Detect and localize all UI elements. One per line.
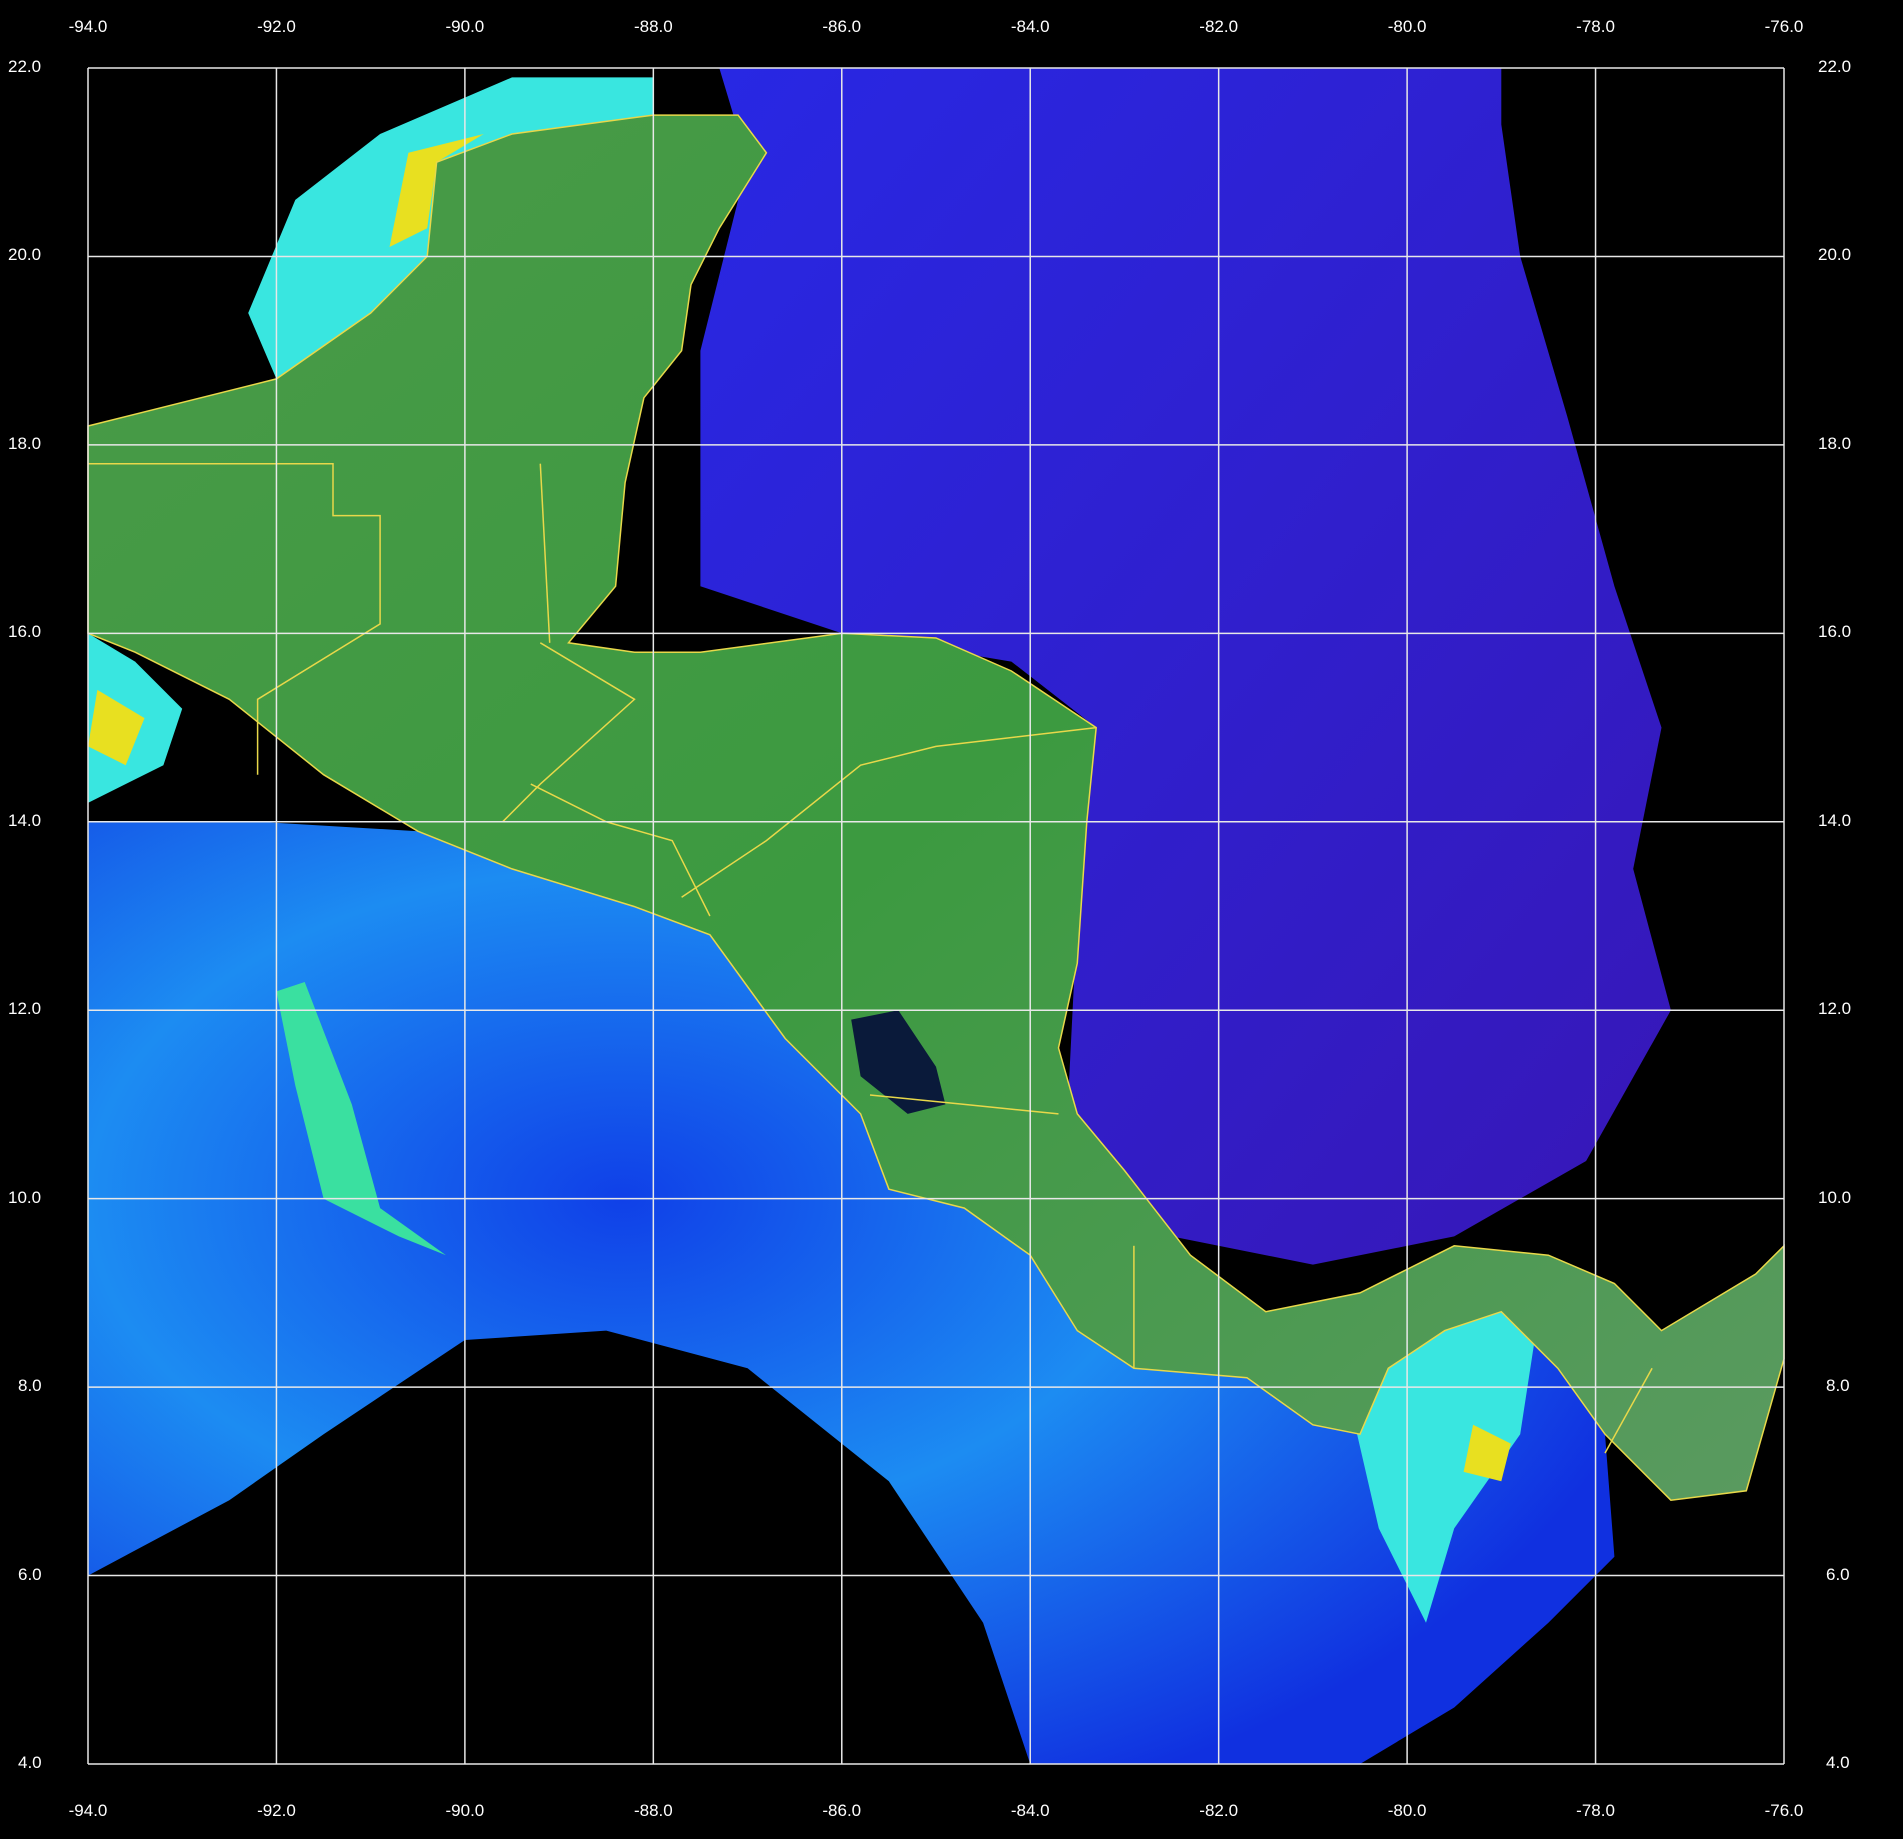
land-layer: [87, 114, 1785, 1501]
country-border: [530, 783, 711, 917]
lon-tick-label-top: -94.0: [68, 17, 108, 36]
lat-tick-label-right: 12.0: [1818, 999, 1852, 1019]
country-border: [502, 642, 636, 823]
country-border: [869, 1094, 1059, 1115]
lon-tick-label-top: -82.0: [1199, 17, 1239, 36]
yucatan-high-chlorophyll: [389, 134, 484, 247]
gulf-of-panama-region: [1350, 1283, 1539, 1623]
lon-tick-label-bottom: -92.0: [257, 1801, 296, 1820]
lat-tick-label-left: 14.0: [8, 810, 42, 830]
lon-tick-label-bottom: -76.0: [1764, 1801, 1804, 1820]
lon-tick-label-bottom: -94.0: [68, 1801, 108, 1820]
lon-tick-label-top: -90.0: [445, 17, 485, 36]
lat-tick-label-right: 8.0: [1826, 1376, 1850, 1396]
lat-tick-label-left: 18.0: [8, 433, 42, 453]
country-border: [1604, 1367, 1653, 1454]
lon-tick-label-bottom: -80.0: [1387, 1801, 1427, 1820]
yucatan-shelf-region: [248, 77, 654, 379]
pacific-chlorophyll-filament: [276, 982, 446, 1256]
lon-tick-label-top: -84.0: [1010, 17, 1050, 36]
lat-tick-label-right: 6.0: [1826, 1564, 1850, 1584]
lon-tick-label-bottom: -86.0: [822, 1801, 862, 1820]
lon-tick-label-top: -88.0: [633, 17, 673, 36]
lat-tick-label-left: 8.0: [18, 1376, 42, 1396]
lake-nicaragua: [851, 1010, 946, 1114]
lat-tick-label-left: 10.0: [8, 1187, 42, 1207]
lat-tick-label-right: 18.0: [1818, 433, 1852, 453]
lon-tick-label-bottom: -84.0: [1010, 1801, 1050, 1820]
country-border: [88, 462, 381, 775]
lat-tick-label-left: 20.0: [8, 245, 42, 265]
lat-tick-label-left: 6.0: [18, 1564, 42, 1584]
ocean-layer: [88, 68, 1671, 1764]
lat-tick-label-right: 14.0: [1818, 810, 1852, 830]
lon-tick-label-top: -92.0: [257, 17, 296, 36]
lat-tick-label-right: 20.0: [1818, 245, 1852, 265]
lat-tick-label-left: 12.0: [8, 999, 42, 1019]
lat-tick-label-left: 22.0: [8, 57, 42, 76]
lat-tick-label-right: 22.0: [1818, 57, 1852, 76]
country-border: [539, 463, 551, 643]
graticule: [87, 67, 1785, 1765]
lat-tick-label-right: 10.0: [1818, 1187, 1852, 1207]
caribbean-sea-region: [700, 68, 1671, 1265]
lon-tick-label-top: -76.0: [1764, 17, 1804, 36]
lat-tick-label-left: 4.0: [18, 1753, 42, 1772]
lon-tick-label-bottom: -82.0: [1199, 1801, 1239, 1820]
lon-tick-label-bottom: -88.0: [633, 1801, 673, 1820]
country-border: [681, 726, 1097, 898]
lon-tick-label-top: -86.0: [822, 17, 862, 36]
lon-tick-label-bottom: -90.0: [445, 1801, 485, 1820]
tehuantepec-high-chlorophyll: [88, 689, 145, 766]
lat-tick-label-left: 16.0: [8, 622, 42, 642]
lat-tick-label-right: 16.0: [1818, 622, 1852, 642]
lat-tick-label-right: 4.0: [1826, 1753, 1850, 1772]
gulf-of-panama-high-chlorophyll: [1463, 1424, 1511, 1482]
lon-tick-label-bottom: -78.0: [1576, 1801, 1615, 1820]
lon-tick-label-top: -78.0: [1576, 17, 1615, 36]
land-mass: [87, 114, 1785, 1501]
pacific-ocean-region: [88, 821, 1615, 1764]
lon-tick-label-top: -80.0: [1387, 17, 1427, 36]
